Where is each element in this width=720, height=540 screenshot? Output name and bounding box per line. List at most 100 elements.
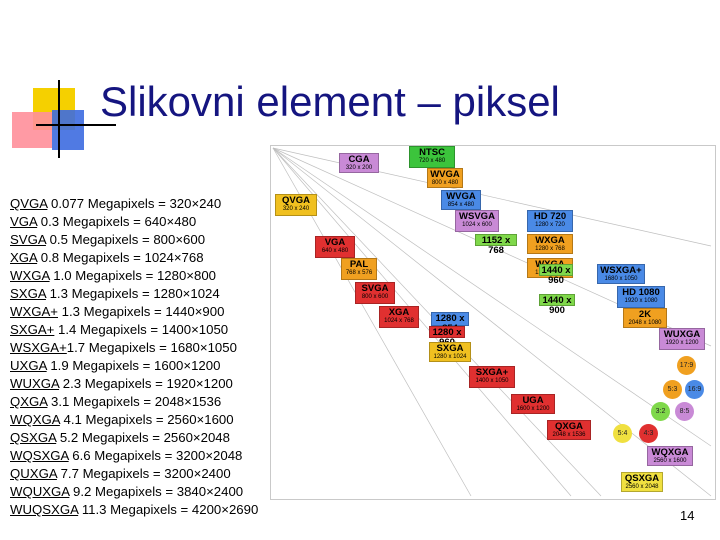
resolution-abbr[interactable]: VGA: [10, 214, 38, 229]
resolution-box-dims: 768 x 576: [345, 269, 373, 276]
resolution-item: WXGA+ 1.3 Megapixels = 1440×900: [10, 303, 300, 321]
resolution-item: VGA 0.3 Megapixels = 640×480: [10, 213, 300, 231]
vertical-line: [58, 80, 60, 158]
resolution-detail: 2.3 Megapixels = 1920×1200: [59, 376, 233, 391]
resolution-abbr[interactable]: SXGA: [10, 286, 46, 301]
resolution-box: 1280 x 960: [429, 326, 465, 347]
resolution-box-name: WVGA: [430, 169, 460, 180]
resolution-box-name: XGA: [388, 307, 410, 318]
aspect-ratio-circle: 5:4: [613, 424, 632, 443]
resolution-box-name: SXGA: [436, 343, 464, 354]
resolution-abbr[interactable]: XGA: [10, 250, 38, 265]
resolution-abbr[interactable]: WQUXGA: [10, 484, 70, 499]
resolution-box-dims: 1280 x 1024: [433, 353, 467, 360]
resolution-box-name: QSXGA: [624, 473, 660, 484]
resolution-item: SXGA 1.3 Megapixels = 1280×1024: [10, 285, 300, 303]
resolution-detail: 6.6 Megapixels = 3200×2048: [68, 448, 243, 463]
resolution-item: QVGA 0.077 Megapixels = 320×240: [10, 195, 300, 213]
guide-line: [272, 147, 712, 497]
decorative-logo: [0, 0, 116, 170]
resolution-item: WSXGA+1.7 Megapixels = 1680×1050: [10, 339, 300, 357]
resolution-abbr[interactable]: SXGA+: [10, 322, 55, 337]
resolution-box-name: WSXGA+: [600, 265, 642, 276]
resolution-box-dims: 1280 x 768: [535, 245, 565, 252]
resolution-item: WUQSXGA 11.3 Megapixels = 4200×2690: [10, 501, 300, 519]
slide-title: Slikovni element – piksel: [100, 78, 560, 125]
resolution-box: HD 1080 1920 x 1080: [617, 286, 665, 308]
horizontal-line: [36, 124, 116, 126]
resolution-abbr[interactable]: SVGA: [10, 232, 46, 247]
resolution-item: SVGA 0.5 Megapixels = 800×600: [10, 231, 300, 249]
resolution-abbr[interactable]: WQSXGA: [10, 448, 69, 463]
aspect-ratio-circle: 5:3: [663, 380, 682, 399]
resolution-box-dims: 320 x 200: [345, 164, 373, 171]
resolution-abbr[interactable]: QUXGA: [10, 466, 57, 481]
resolution-detail: 0.077 Megapixels = 320×240: [47, 196, 222, 211]
resolution-detail: 1.4 Megapixels = 1400×1050: [54, 322, 229, 337]
resolution-abbr[interactable]: WQXGA: [10, 412, 60, 427]
resolution-box-name: PAL: [349, 259, 369, 270]
resolution-detail: 7.7 Megapixels = 3200×2400: [56, 466, 231, 481]
resolution-box: WUXGA 1920 x 1200: [659, 328, 705, 350]
resolution-abbr[interactable]: WSXGA+: [10, 340, 67, 355]
resolution-box-dims: 720 x 480: [418, 157, 446, 164]
resolution-abbr[interactable]: QXGA: [10, 394, 48, 409]
resolution-box: WSXGA+ 1680 x 1050: [597, 264, 645, 284]
aspect-ratio-circle: 8:5: [675, 402, 694, 421]
resolution-item: QSXGA 5.2 Megapixels = 2560×2048: [10, 429, 300, 447]
red-square: [12, 112, 52, 148]
resolution-box: SXGA 1280 x 1024: [429, 342, 471, 362]
resolution-box-name: 2K: [638, 309, 652, 320]
resolution-box: WVGA 854 x 480: [441, 190, 481, 210]
resolution-item: SXGA+ 1.4 Megapixels = 1400×1050: [10, 321, 300, 339]
resolution-detail: 1.7 Megapixels = 1680×1050: [66, 340, 237, 355]
resolution-box: 2K 2048 x 1080: [623, 308, 667, 328]
resolution-box: 1440 x 900: [539, 294, 575, 315]
resolution-detail: 0.8 Megapixels = 1024×768: [37, 250, 204, 265]
resolution-box-dims: 320 x 240: [282, 205, 310, 212]
resolution-box-dims: 854 x 480: [447, 201, 475, 208]
guide-line: [272, 147, 572, 497]
resolution-box-name: HD 720: [533, 211, 567, 222]
resolution-box-dims: 1280 x 720: [535, 221, 565, 228]
resolution-box-dims: 800 x 600: [361, 293, 389, 300]
resolution-abbr[interactable]: WXGA: [10, 268, 50, 283]
resolution-box-name: WSVGA: [459, 211, 495, 222]
resolution-box: VGA 640 x 480: [315, 236, 355, 258]
resolution-abbr[interactable]: WXGA+: [10, 304, 58, 319]
resolution-box-name: QVGA: [282, 195, 310, 206]
resolution-detail: 11.3 Megapixels = 4200×2690: [78, 502, 259, 517]
resolution-box-dims: 2560 x 2048: [625, 483, 659, 490]
resolution-box-dims: 640 x 480: [321, 247, 349, 254]
resolution-detail: 1.0 Megapixels = 1280×800: [49, 268, 217, 283]
resolution-abbr[interactable]: WUQSXGA: [10, 502, 79, 517]
resolution-abbr[interactable]: WUXGA: [10, 376, 60, 391]
resolution-box-name: SXGA+: [475, 367, 509, 378]
resolution-box-name: WXGA: [535, 235, 565, 246]
resolution-box: HD 720 1280 x 720: [527, 210, 573, 232]
resolution-box-dims: 2560 x 1600: [653, 457, 687, 464]
resolution-box: 1152 x 768: [475, 234, 517, 255]
resolution-diagram: NTSC 720 x 480 CGA 320 x 200 WVGA 800 x 480 QV…: [270, 145, 716, 500]
resolution-box-dims: 2048 x 1080: [628, 319, 662, 326]
resolution-detail: 1.3 Megapixels = 1280×1024: [45, 286, 220, 301]
resolution-abbr[interactable]: UXGA: [10, 358, 47, 373]
resolution-box-name: WQXGA: [651, 447, 689, 458]
resolution-box-dims: 1400 x 1050: [475, 377, 509, 384]
resolution-abbr[interactable]: QVGA: [10, 196, 48, 211]
resolution-box: WQXGA 2560 x 1600: [647, 446, 693, 466]
resolution-box-name: QXGA: [555, 421, 583, 432]
resolution-box: XGA 1024 x 768: [379, 306, 419, 328]
resolution-box: WVGA 800 x 480: [427, 168, 463, 188]
resolution-box: NTSC 720 x 480: [409, 146, 455, 168]
resolution-box-name: 1440 x 960: [541, 265, 571, 286]
resolution-item: QUXGA 7.7 Megapixels = 3200×2400: [10, 465, 300, 483]
resolution-box-dims: 800 x 480: [431, 179, 459, 186]
resolution-box: 1440 x 960: [539, 264, 573, 285]
resolution-abbr[interactable]: QSXGA: [10, 430, 57, 445]
resolution-box: SVGA 800 x 600: [355, 282, 395, 304]
resolution-box-name: CGA: [348, 154, 370, 165]
resolution-item: XGA 0.8 Megapixels = 1024×768: [10, 249, 300, 267]
resolution-detail: 5.2 Megapixels = 2560×2048: [56, 430, 230, 445]
resolution-item: WUXGA 2.3 Megapixels = 1920×1200: [10, 375, 300, 393]
